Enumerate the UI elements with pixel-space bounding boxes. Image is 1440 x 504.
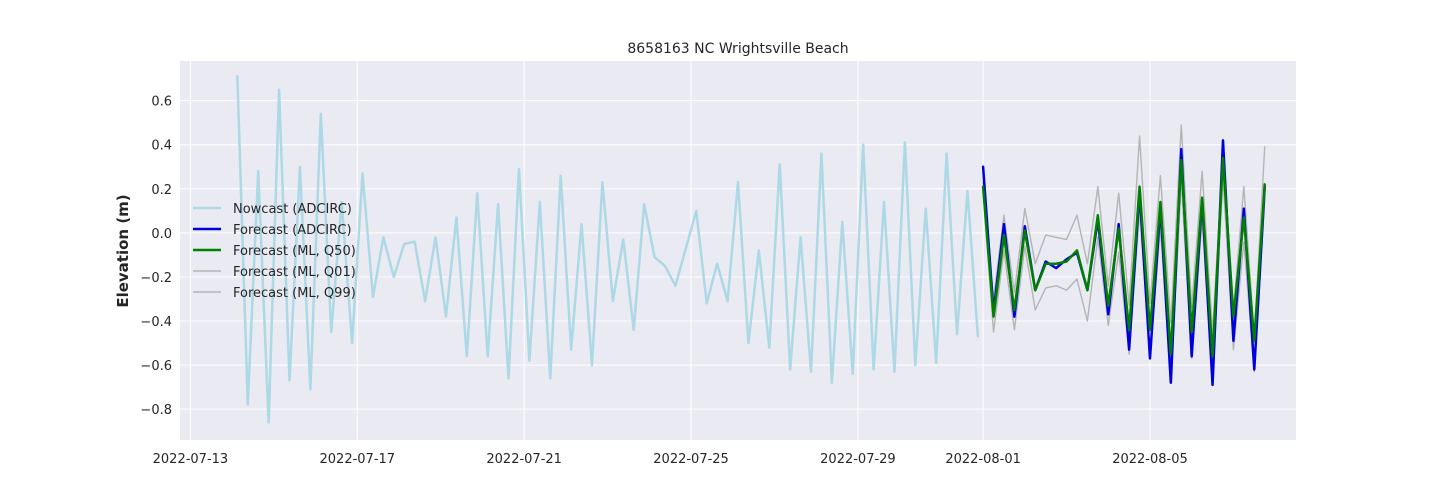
- legend-label: Forecast (ADCIRC): [233, 223, 352, 238]
- legend-label: Nowcast (ADCIRC): [233, 202, 352, 217]
- x-tick-label: 2022-07-25: [653, 452, 729, 467]
- x-tick-label: 2022-08-05: [1112, 452, 1188, 467]
- series-line-0: [236, 75, 980, 424]
- x-tick-label: 2022-07-13: [153, 452, 229, 467]
- y-tick-label: −0.2: [140, 271, 172, 286]
- series-layer: [236, 75, 1266, 424]
- x-tick-label: 2022-07-21: [486, 452, 562, 467]
- series-line-2: [981, 156, 1266, 358]
- y-tick-label: 0.0: [151, 227, 172, 242]
- y-tick-label: −0.4: [140, 315, 172, 330]
- y-axis-label: Elevation (m): [114, 194, 132, 307]
- legend-label: Forecast (ML, Q01): [233, 265, 356, 280]
- x-axis-ticks: 2022-07-13 2022-07-17 2022-07-21 2022-07-25…: [153, 452, 1188, 467]
- y-axis-ticks: −0.8 −0.6 −0.4 −0.2 0.0 0.2 0.4 0.6: [140, 95, 172, 418]
- x-tick-label: 2022-07-17: [320, 452, 396, 467]
- y-tick-label: 0.2: [151, 183, 172, 198]
- y-tick-label: 0.6: [151, 95, 172, 110]
- chart-title: 8658163 NC Wrightsville Beach: [627, 41, 848, 57]
- y-tick-label: −0.8: [140, 403, 172, 418]
- x-tick-label: 2022-08-01: [945, 452, 1021, 467]
- y-tick-label: 0.4: [151, 139, 172, 154]
- legend-label: Forecast (ML, Q50): [233, 244, 356, 259]
- y-tick-label: −0.6: [140, 359, 172, 374]
- plot-background: [180, 61, 1296, 440]
- legend-label: Forecast (ML, Q99): [233, 286, 356, 301]
- x-tick-label: 2022-07-29: [820, 452, 896, 467]
- legend: Nowcast (ADCIRC) Forecast (ADCIRC) Forecas…: [193, 202, 356, 301]
- grid: [180, 61, 1296, 440]
